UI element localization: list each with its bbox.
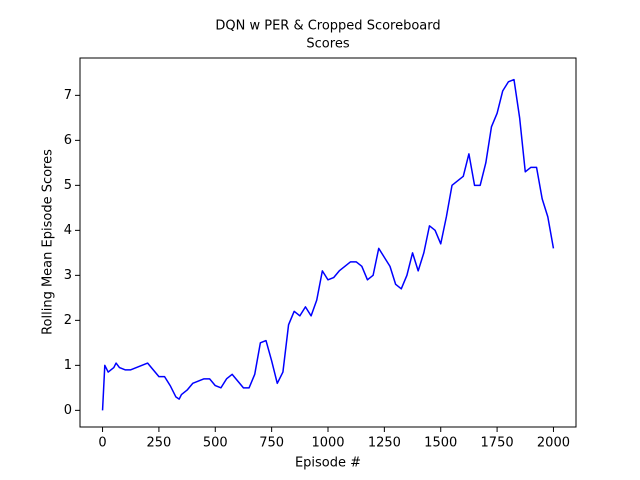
plot-frame [79,57,577,428]
x-tick-label: 0 [98,436,106,451]
data-line [101,78,555,411]
x-tick-label: 500 [203,436,228,451]
y-tick-label: 6 [64,133,72,148]
y-tick-label: 3 [64,268,72,283]
y-tick-label: 2 [64,313,72,328]
chart-title: DQN w PER & Cropped Scoreboard [215,19,440,34]
y-tick-label: 4 [64,223,72,238]
x-tick-label: 2000 [537,436,570,451]
x-tick-label: 250 [146,436,171,451]
x-tick-label: 1750 [481,436,514,451]
x-axis-label: Episode # [295,456,361,471]
x-tick-label: 750 [259,436,284,451]
x-tick-label: 1500 [424,436,457,451]
x-tick-label: 1000 [311,436,344,451]
y-axis-label: Rolling Mean Episode Scores [41,149,56,335]
y-tick-label: 1 [64,358,72,373]
y-tick-label: 0 [64,403,72,418]
y-tick-label: 5 [64,178,72,193]
y-tick-label: 7 [64,88,72,103]
chart-subtitle: Scores [306,37,349,52]
x-tick-label: 1250 [368,436,401,451]
